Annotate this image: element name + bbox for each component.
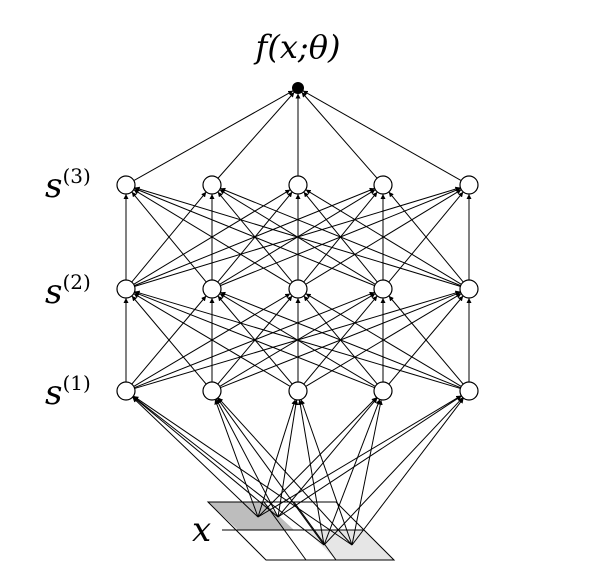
edge-input-s1	[351, 397, 464, 546]
edge-s1-s2	[133, 293, 291, 387]
edge-input-s1	[351, 399, 383, 546]
nodes	[116, 82, 479, 401]
node-s2-1	[116, 279, 136, 299]
edge-input-s1	[277, 395, 462, 518]
node-s1-3	[288, 381, 308, 401]
edge-s2-s3	[134, 186, 461, 287]
edge-input-s1	[257, 395, 462, 518]
output-node	[292, 82, 304, 94]
edges	[123, 90, 472, 546]
edge-s1-s2	[388, 295, 464, 385]
node-s2-2	[202, 279, 222, 299]
node-s2-3	[288, 279, 308, 299]
edge-s2-s3	[388, 191, 464, 283]
layer-label-s3: s(3)	[45, 164, 91, 206]
input-patch-light	[306, 530, 394, 560]
node-s2-4	[373, 279, 393, 299]
edge-input-s1	[300, 399, 353, 546]
node-s3-5	[459, 175, 479, 195]
edge-s2-s3	[220, 187, 461, 287]
edge-input-s1	[214, 399, 259, 518]
node-s3-3	[288, 175, 308, 195]
edge-input-s1	[132, 396, 259, 518]
layer-label-s2: s(2)	[45, 270, 91, 312]
node-s3-1	[116, 175, 136, 195]
edge-input-s1	[133, 395, 353, 546]
edge-s1-s2	[305, 293, 462, 387]
node-s3-2	[202, 175, 222, 195]
node-s1-1	[116, 381, 136, 401]
edge-input-s1	[297, 399, 325, 546]
edge-s1-s2	[220, 291, 461, 389]
edge-s3-output	[302, 90, 462, 181]
edge-input-s1	[323, 399, 381, 546]
edge-s2-s3	[133, 189, 291, 285]
layer-label-s1: s(1)	[45, 371, 91, 413]
edge-s3-output	[133, 90, 294, 182]
edge-s2-s3	[131, 191, 207, 283]
output-label: f(x;θ)	[254, 28, 341, 66]
node-s2-5	[459, 279, 479, 299]
edge-s1-s2	[134, 291, 375, 389]
edge-input-s1	[257, 397, 378, 518]
input-grid-line	[293, 501, 337, 561]
edge-input-s1	[323, 397, 464, 546]
node-s1-4	[373, 381, 393, 401]
edge-s3-output	[217, 91, 295, 179]
edge-input-s1	[216, 397, 325, 546]
edge-input-s1	[215, 398, 279, 518]
edge-input-s1	[277, 399, 299, 518]
edge-s2-s3	[134, 187, 375, 287]
node-s3-4	[373, 175, 393, 195]
node-s1-2	[202, 381, 222, 401]
edge-input-s1	[132, 396, 279, 518]
edge-s2-s3	[305, 189, 462, 285]
edge-input-s1	[132, 396, 325, 546]
edge-input-s1	[277, 397, 378, 518]
edge-s1-s2	[134, 290, 461, 389]
node-s1-5	[459, 381, 479, 401]
input-label: x	[192, 510, 211, 550]
edge-s1-s2	[131, 295, 207, 385]
edge-s3-output	[301, 91, 378, 179]
input-patch-dark	[208, 502, 294, 530]
edge-input-s1	[257, 399, 297, 518]
